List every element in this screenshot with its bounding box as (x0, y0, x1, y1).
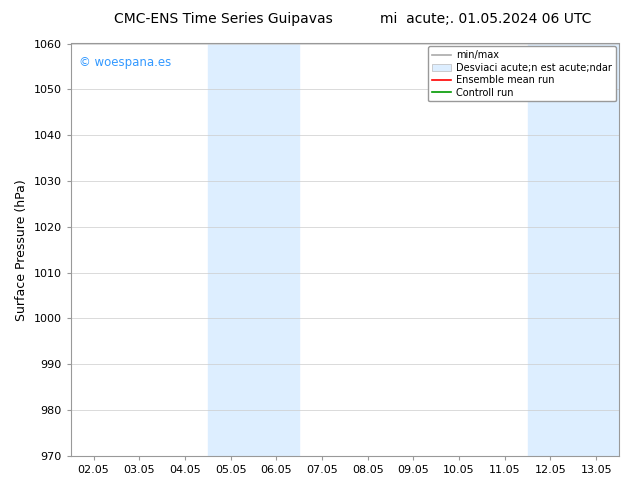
Bar (208, 44, 299, 456)
Text: mi  acute;. 01.05.2024 06 UTC: mi acute;. 01.05.2024 06 UTC (380, 12, 592, 26)
Y-axis label: Surface Pressure (hPa): Surface Pressure (hPa) (15, 179, 28, 320)
Text: © woespana.es: © woespana.es (79, 56, 171, 69)
Legend: min/max, Desviaci acute;n est acute;ndar, Ensemble mean run, Controll run: min/max, Desviaci acute;n est acute;ndar… (428, 47, 616, 101)
Bar (527, 44, 619, 456)
Text: CMC-ENS Time Series Guipavas: CMC-ENS Time Series Guipavas (114, 12, 333, 26)
